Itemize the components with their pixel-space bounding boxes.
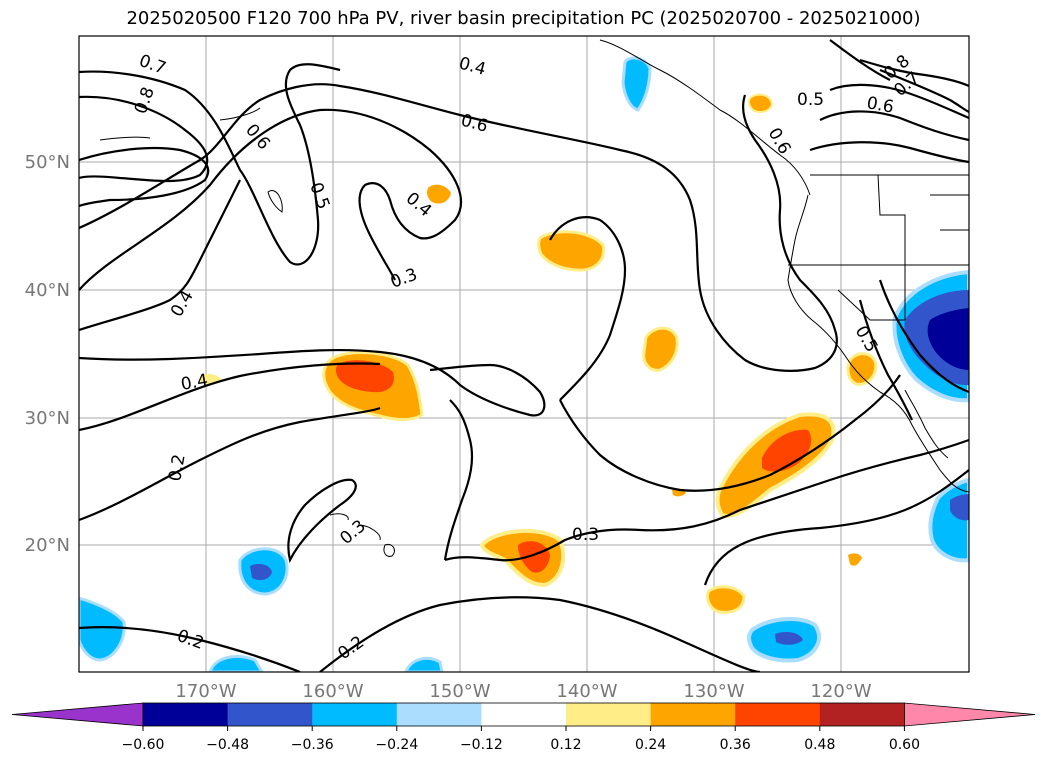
latitude-labels: 50°N 40°N 30°N 20°N: [25, 152, 70, 556]
lon-label-120w: 120°W: [810, 681, 871, 702]
colorbar-outline: [142, 702, 905, 727]
colorbar-tick-label: −0.24: [375, 737, 418, 753]
colorbar-segment: [227, 703, 313, 726]
colorbar-segment: [481, 703, 567, 726]
lat-label-20n: 20°N: [25, 535, 70, 556]
lat-label-40n: 40°N: [25, 280, 70, 301]
colorbar-segment: [566, 703, 652, 726]
contour-label: 0.6: [865, 93, 895, 117]
lon-label-140w: 140°W: [556, 681, 617, 702]
colorbar-tick-label: 0.60: [889, 737, 920, 753]
precip-negative-anomalies: [79, 56, 969, 672]
precip-positive-anomalies: [200, 93, 878, 614]
colorbar-tick-label: 0.12: [550, 737, 581, 753]
colorbar-segment: [143, 703, 229, 726]
colorbar-segment: [312, 703, 398, 726]
contour-label: 0.4: [179, 371, 209, 395]
lon-label-170w: 170°W: [175, 681, 236, 702]
contour-label: 0.5: [797, 90, 824, 110]
longitude-labels: 170°W 160°W 150°W 140°W 130°W 120°W: [175, 681, 871, 702]
colorbar-tick-label: −0.12: [460, 737, 503, 753]
colorbar-tick-label: 0.24: [635, 737, 666, 753]
contour-label: 0.2: [165, 453, 189, 483]
contour-label: 0.3: [572, 525, 599, 545]
colorbar-extension-low: [11, 702, 144, 727]
lat-label-50n: 50°N: [25, 152, 70, 173]
colorbar-tick-label: 0.48: [804, 737, 835, 753]
lon-label-150w: 150°W: [429, 681, 490, 702]
colorbar-segment: [819, 703, 905, 726]
colorbar-extension-high: [904, 702, 1036, 727]
plot-frame: [78, 35, 970, 673]
colorbar-tick-label: −0.60: [122, 737, 165, 753]
map-title: 2025020500 F120 700 hPa PV, river basin …: [126, 8, 921, 29]
colorbar-tick-label: −0.48: [206, 737, 249, 753]
colorbar-tick-label: 0.36: [720, 737, 751, 753]
lon-label-160w: 160°W: [302, 681, 363, 702]
colorbar-tick-label: −0.36: [291, 737, 334, 753]
colorbar-segment: [396, 703, 482, 726]
lat-label-30n: 30°N: [25, 408, 70, 429]
lon-label-130w: 130°W: [683, 681, 744, 702]
pv-contours: [79, 39, 969, 672]
colorbar: −0.60 −0.48 −0.36 −0.24 −0.12 0.12 0.24 0.36 0.4…: [11, 702, 1036, 753]
colorbar-segment: [735, 703, 821, 726]
colorbar-segment: [650, 703, 736, 726]
